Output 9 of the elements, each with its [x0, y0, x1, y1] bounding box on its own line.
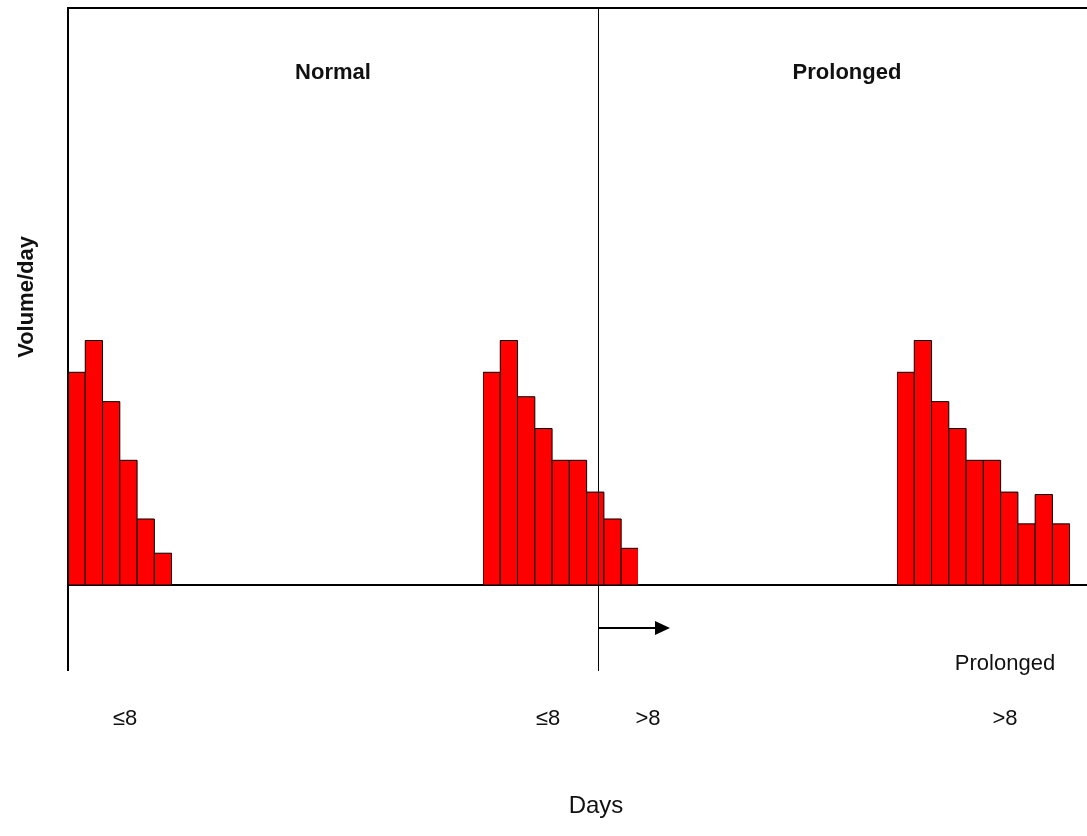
text: Normal	[295, 59, 371, 85]
text: Prolonged	[792, 59, 902, 85]
text: ≤8	[112, 705, 138, 731]
text: Prolonged	[954, 650, 1056, 676]
text: >8	[635, 705, 661, 731]
text: ≤8	[535, 705, 561, 731]
x-axis-title: Days	[568, 791, 624, 819]
text: >8	[992, 705, 1018, 731]
y-axis-title: Volume/day	[13, 235, 39, 358]
